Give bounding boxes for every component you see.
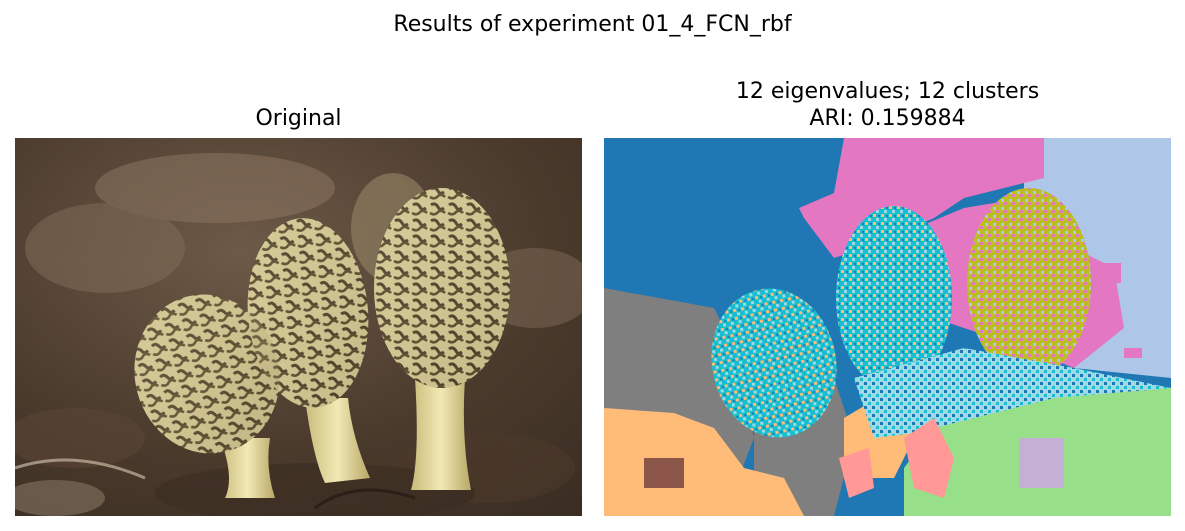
original-image <box>15 138 582 516</box>
original-panel-title: Original <box>255 106 342 131</box>
figure-suptitle: Results of experiment 01_4_FCN_rbf <box>393 12 792 37</box>
cluster-map <box>604 138 1171 516</box>
segmentation-title-line2: ARI: 0.159884 <box>809 106 966 131</box>
segmentation-panel-title: 12 eigenvalues; 12 clusters ARI: 0.15988… <box>604 78 1171 132</box>
segmentation-title-line1: 12 eigenvalues; 12 clusters <box>735 79 1040 104</box>
morel-mushrooms-photo <box>15 138 582 516</box>
segmentation-image <box>604 138 1171 516</box>
